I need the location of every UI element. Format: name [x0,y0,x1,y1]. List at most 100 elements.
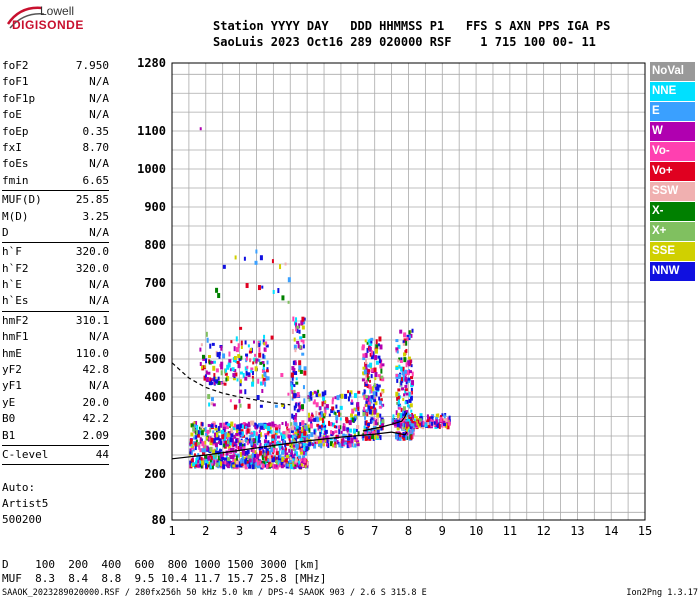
echo-dot [293,389,296,395]
echo-dot [212,449,216,454]
echo-dot [379,362,382,366]
param-row: h`E N/A [2,277,109,293]
echo-dot [267,451,270,456]
echo-dot [274,460,278,464]
echo-dot [213,438,216,442]
param-row: C-level 44 [2,447,109,463]
echo-dot [332,397,335,402]
echo-dot [260,422,264,427]
echo-dot [267,440,270,444]
x-tick-label: 12 [536,524,550,538]
echo-dot [342,433,346,438]
echo-dot [219,449,223,455]
echo-dot [217,293,221,299]
echo-dot [247,344,250,348]
echo-dot [368,346,372,352]
echo-dot [219,441,223,446]
echo-dot [263,334,266,339]
echo-dot [194,421,198,427]
echo-dot [379,425,382,429]
echo-dot [251,452,254,458]
echo-dot [251,464,255,470]
x-tick-label: 14 [604,524,618,538]
echo-dot [356,402,360,408]
echo-dot [297,426,300,432]
echo-dot [345,418,349,424]
echo-dot [288,437,291,441]
echo-dot [398,406,402,410]
echo-dot [215,462,219,467]
parameter-panel: foF2 7.950 foF1 N/A foF1p N/A foE N/A foEp 0.35 fx… [2,58,109,466]
echo-dot [286,426,289,430]
echo-dot [424,424,427,428]
echo-dot [395,339,399,343]
echo-dot [274,424,278,430]
echo-dot [308,441,312,446]
echo-dot [189,442,192,446]
y-tick-label: 1100 [137,124,166,138]
echo-dot [233,369,237,373]
echo-dot [254,435,258,441]
echo-dot [212,460,216,465]
echo-dot [211,378,215,382]
x-tick-label: 9 [439,524,446,538]
echo-dot [213,376,216,382]
echo-dot [247,403,251,409]
echo-dot [406,432,409,436]
echo-dot [336,395,340,401]
echo-dot [296,340,300,344]
echo-dot [404,388,407,394]
echo-dot [409,395,413,401]
echo-dot [404,372,407,376]
echo-dot [294,431,298,436]
echo-dot [240,429,244,433]
echo-dot [248,438,251,444]
echo-dot [280,444,283,448]
echo-dot [374,420,378,426]
echo-dot [255,431,258,436]
echo-dot [234,372,238,377]
echo-dot [211,462,214,466]
echo-dot [194,442,198,447]
echo-dot [236,453,240,457]
echo-dot [290,434,293,438]
echo-dot [404,401,407,405]
echo-dot [365,431,369,437]
echo-dot [294,461,298,465]
echo-dot [271,421,275,427]
echo-dot [204,358,207,364]
echo-dot [194,445,197,451]
echo-dot [275,461,278,465]
echo-dot [333,443,336,448]
echo-dot [353,415,357,420]
echo-dot [364,382,368,387]
echo-dot [381,388,385,393]
echo-dot [254,462,257,468]
echo-dot [195,457,199,463]
echo-dot [200,430,204,436]
echo-dot [375,391,378,397]
echo-dot [400,407,403,412]
echo-dot [363,406,366,411]
echo-dot [300,463,303,467]
echo-dot [215,424,218,428]
echo-dot [292,454,295,458]
echo-dot [303,437,306,443]
echo-dot [371,429,374,433]
echo-dot [354,407,358,412]
echo-dot [210,463,213,469]
echo-dot [207,455,211,461]
echo-dot [290,463,294,469]
echo-dot [262,365,265,371]
echo-dot [302,339,305,344]
echo-dot [233,404,237,410]
echo-dot [284,452,288,457]
echo-dot [371,350,374,356]
echo-dot [370,434,374,440]
echo-dot [254,425,257,429]
echo-dot [410,390,413,395]
echo-dot [410,387,413,391]
echo-dot [233,355,237,360]
echo-dot [235,432,239,436]
echo-dot [204,432,207,436]
